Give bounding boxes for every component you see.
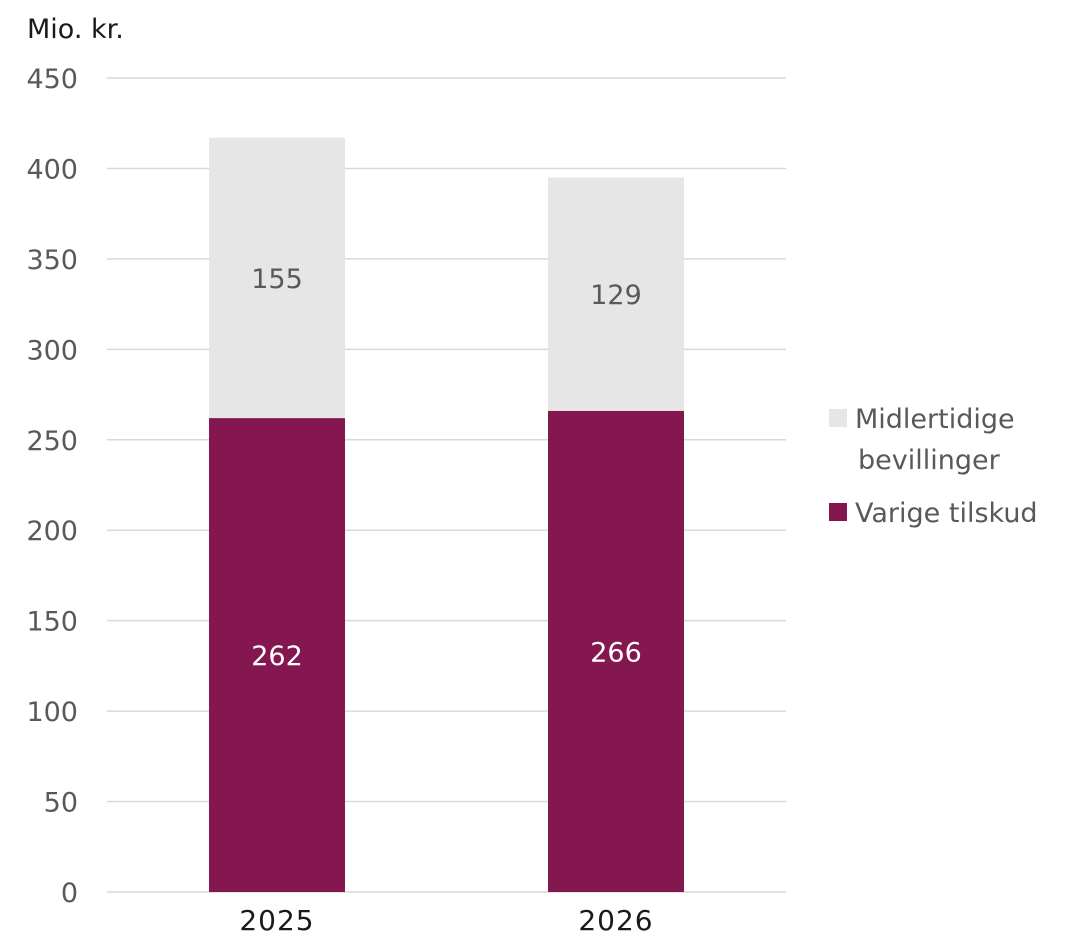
legend-swatch-0 [829, 409, 847, 427]
bars [209, 137, 684, 892]
y-tick-label: 0 [61, 878, 78, 909]
y-tick-label: 200 [26, 516, 78, 547]
bar-2026-series-0 [548, 410, 684, 892]
data-label-2025-series-0: 262 [251, 641, 303, 672]
y-tick-label: 450 [26, 64, 78, 95]
x-category-label: 2026 [578, 904, 653, 936]
data-label-2026-series-0: 266 [590, 637, 642, 668]
y-tick-label: 100 [26, 697, 78, 728]
bar-2025-series-1 [209, 137, 345, 419]
bar-2026-series-1 [548, 177, 684, 411]
data-labels: 262 155 266 129 [251, 264, 642, 672]
data-label-2025-series-1: 155 [251, 264, 303, 295]
y-tick-label: 300 [26, 335, 78, 366]
y-tick-label: 350 [26, 245, 78, 276]
legend-swatch-1 [829, 503, 847, 521]
gridlines [107, 77, 786, 893]
legend-label-1: Varige tilskud [855, 498, 1038, 529]
legend-label-0: Midlertidige [855, 404, 1015, 435]
legend-label-0: bevillinger [858, 445, 1001, 476]
y-tick-label: 400 [26, 154, 78, 185]
y-axis-unit-label: Mio. kr. [27, 14, 124, 45]
legend: Midlertidige bevillinger Varige tilskud [829, 404, 1038, 529]
y-axis-ticks: 0 50 100 150 200 250 300 350 400 450 [26, 64, 78, 909]
y-tick-label: 150 [26, 607, 78, 638]
x-category-label: 2025 [239, 904, 314, 936]
y-tick-label: 250 [26, 426, 78, 457]
bar-2025-series-0 [209, 418, 345, 892]
data-label-2026-series-1: 129 [590, 280, 642, 311]
x-axis-categories: 2025 2026 [239, 904, 653, 937]
y-tick-label: 50 [44, 788, 78, 819]
